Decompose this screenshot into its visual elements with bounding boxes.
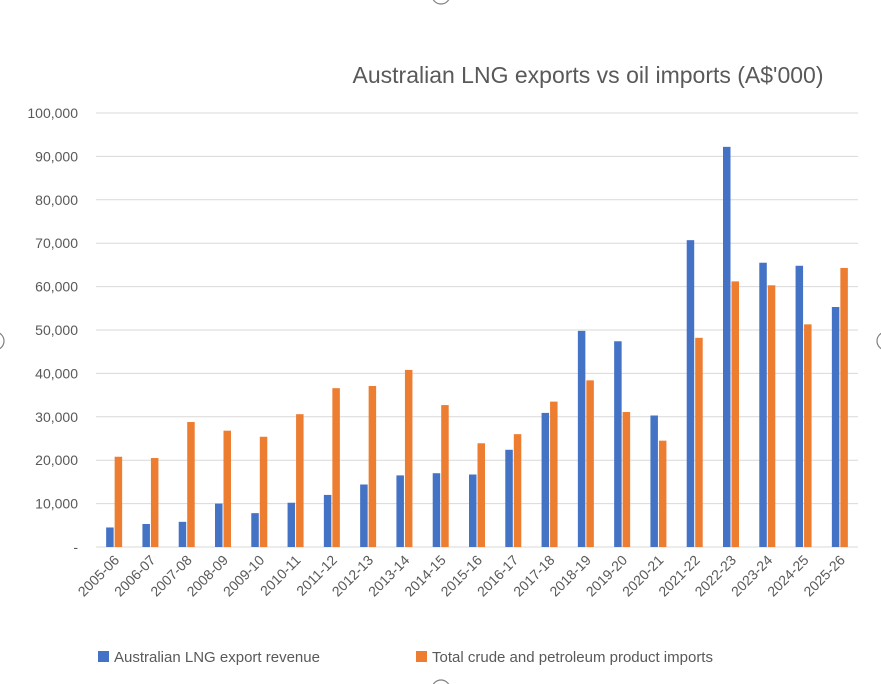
- bar-lng-export-revenue: [215, 503, 223, 547]
- resize-handle-top[interactable]: [432, 0, 450, 5]
- gridlines: [96, 112, 858, 548]
- bar-oil-imports: [404, 369, 413, 547]
- y-tick-label: 10,000: [35, 496, 78, 512]
- bar-oil-imports: [368, 385, 377, 547]
- bar-lng-export-revenue: [650, 415, 658, 547]
- y-tick-label: 60,000: [35, 279, 78, 295]
- bar-lng-export-revenue: [614, 341, 622, 547]
- bar-lng-export-revenue: [759, 262, 767, 547]
- y-tick-label: 80,000: [35, 192, 78, 208]
- bar-oil-imports: [586, 380, 594, 547]
- bars: [106, 146, 848, 547]
- y-axis: - 10,000 20,000 30,000 40,000 50,000 60,000 70,…: [27, 105, 78, 555]
- bar-lng-export-revenue: [795, 265, 804, 547]
- bar-oil-imports: [150, 458, 159, 547]
- bar-lng-export-revenue: [577, 330, 586, 547]
- y-tick-label: -: [73, 539, 78, 555]
- bar-lng-export-revenue: [287, 502, 296, 547]
- bar-lng-export-revenue: [686, 240, 695, 547]
- bar-lng-export-revenue: [831, 307, 840, 547]
- bar-lng-export-revenue: [396, 475, 404, 547]
- y-tick-label: 40,000: [35, 365, 78, 381]
- legend-swatch-oil-imports: [416, 651, 427, 662]
- y-tick-label: 30,000: [35, 409, 78, 425]
- y-tick-label: 100,000: [27, 105, 78, 121]
- resize-handle-right[interactable]: [876, 332, 881, 350]
- bar-oil-imports: [114, 456, 123, 547]
- bar-oil-imports: [550, 401, 558, 547]
- bar-lng-export-revenue: [541, 412, 550, 547]
- bar-oil-imports: [658, 440, 667, 547]
- bar-oil-imports: [513, 434, 522, 547]
- bar-oil-imports: [223, 430, 231, 547]
- y-tick-label: 70,000: [35, 235, 78, 251]
- bar-oil-imports: [767, 285, 776, 547]
- bar-lng-export-revenue: [432, 473, 441, 547]
- bar-oil-imports: [259, 436, 268, 547]
- bar-lng-export-revenue: [360, 484, 368, 547]
- legend-label-lng: Australian LNG export revenue: [114, 649, 320, 666]
- x-axis: 2005-062006-072007-082008-092009-102010-…: [75, 552, 849, 600]
- bar-oil-imports: [695, 337, 703, 547]
- resize-handle-bottom[interactable]: [432, 679, 450, 684]
- legend-label-oil-imports: Total crude and petroleum product import…: [432, 649, 713, 666]
- bar-oil-imports: [804, 324, 812, 547]
- bar-lng-export-revenue: [178, 521, 187, 547]
- bar-lng-export-revenue: [251, 513, 259, 547]
- bar-oil-imports: [296, 414, 304, 547]
- bar-lng-export-revenue: [505, 449, 513, 547]
- bar-oil-imports: [840, 267, 848, 547]
- legend: Australian LNG export revenue Total crud…: [98, 649, 713, 666]
- bar-lng-export-revenue: [469, 474, 477, 547]
- y-tick-label: 50,000: [35, 322, 78, 338]
- bar-oil-imports: [187, 422, 195, 547]
- chart-title: Australian LNG exports vs oil imports (A…: [353, 62, 824, 88]
- bar-lng-export-revenue: [323, 494, 332, 547]
- bar-oil-imports: [622, 412, 631, 547]
- bar-lng-export-revenue: [142, 524, 150, 547]
- resize-handle-left[interactable]: [0, 332, 5, 350]
- bar-oil-imports: [441, 405, 449, 547]
- bar-oil-imports: [332, 388, 340, 547]
- bar-oil-imports: [477, 443, 485, 547]
- legend-swatch-lng: [98, 651, 109, 662]
- bar-oil-imports: [731, 281, 739, 547]
- y-tick-label: 90,000: [35, 148, 78, 164]
- x-tick-label: 2025-26: [800, 552, 848, 600]
- y-tick-label: 20,000: [35, 452, 78, 468]
- bar-lng-export-revenue: [723, 146, 731, 547]
- bar-lng-export-revenue: [106, 527, 114, 547]
